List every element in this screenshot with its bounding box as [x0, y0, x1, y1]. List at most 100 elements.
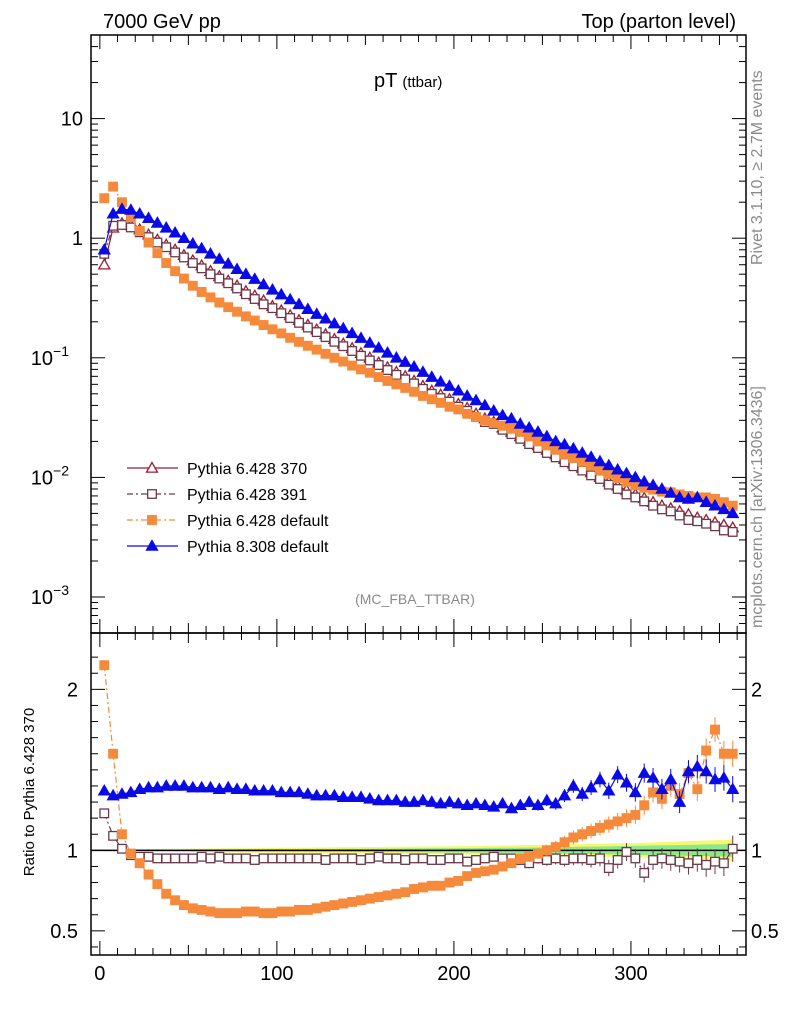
- ratio-data-point: [718, 748, 729, 759]
- ratio-data-point: [294, 904, 304, 915]
- ratio-data-point: [672, 795, 687, 807]
- main-data-point: [434, 374, 448, 387]
- ratio-data-point: [391, 853, 402, 864]
- ratio-data-point: [407, 795, 421, 807]
- ratio-data-point: [329, 853, 340, 864]
- main-data-point: [540, 429, 554, 442]
- main-y-tick-label: 10−2: [31, 462, 69, 489]
- ratio-data-point: [133, 782, 147, 794]
- ratio-data-point: [586, 826, 597, 836]
- ratio-data-point: [152, 853, 163, 864]
- main-data-point: [214, 297, 225, 308]
- main-data-point: [285, 313, 296, 323]
- ratio-data-point: [612, 855, 623, 865]
- ratio-data-point: [364, 853, 375, 864]
- ratio-data-point: [575, 787, 589, 799]
- main-data-point: [320, 348, 331, 359]
- main-data-point: [276, 328, 287, 339]
- ratio-data-point: [488, 864, 499, 875]
- ratio-data-point: [186, 780, 200, 793]
- main-data-point: [407, 360, 421, 372]
- main-data-point: [442, 379, 457, 391]
- ratio-data-point: [595, 853, 605, 864]
- ratio-data-point: [232, 908, 242, 919]
- ratio-panel: 0.5 0.5 1 1 2 2 0 100 200 300 Ratio to Pythia 6.4…: [21, 632, 779, 985]
- main-data-point: [240, 289, 251, 300]
- main-data-point: [681, 492, 696, 504]
- main-data-point: [108, 181, 119, 192]
- ratio-data-point: [356, 855, 366, 865]
- ratio-data-point: [249, 906, 260, 917]
- main-title-main: pT: [374, 70, 397, 92]
- ratio-data-point: [524, 851, 535, 862]
- main-data-point: [656, 504, 667, 515]
- main-data-point: [416, 365, 430, 377]
- main-data-point: [311, 327, 322, 338]
- ratio-data-point: [214, 908, 225, 919]
- ratio-data-point: [471, 855, 481, 865]
- ratio-data-point: [320, 855, 331, 865]
- main-data-point: [708, 498, 722, 511]
- ratio-data-point: [726, 782, 740, 794]
- main-data-point: [444, 401, 455, 412]
- ratio-data-point: [391, 888, 402, 899]
- ratio-series: [97, 660, 740, 919]
- main-data-point: [347, 360, 358, 371]
- ratio-data-point: [223, 908, 234, 919]
- ratio-data-point: [710, 856, 720, 867]
- ratio-data-point: [630, 853, 641, 864]
- ratio-data-point: [603, 819, 614, 830]
- main-data-point: [232, 306, 242, 317]
- ratio-data-point: [533, 848, 543, 859]
- ratio-data-point: [690, 759, 704, 772]
- ratio-data-point: [99, 660, 110, 671]
- ratio-data-point: [541, 855, 552, 865]
- main-data-point: [621, 489, 632, 500]
- main-data-point: [239, 267, 253, 279]
- ratio-data-point: [451, 796, 465, 809]
- ratio-y-tick-label-right: 2: [751, 679, 762, 701]
- main-data-point: [170, 266, 181, 277]
- main-data-point: [240, 311, 251, 322]
- main-data-point: [223, 302, 234, 313]
- main-data-point: [373, 360, 384, 370]
- main-data-point: [196, 287, 207, 297]
- legend-label: Pythia 8.308 default: [187, 539, 329, 556]
- main-data-point: [380, 346, 395, 358]
- main-data-point: [628, 470, 642, 483]
- ratio-data-point: [230, 782, 244, 794]
- main-data-point: [373, 372, 384, 383]
- main-data-point: [718, 525, 729, 536]
- ratio-data-point: [550, 842, 561, 853]
- main-data-point: [249, 315, 260, 326]
- main-data-point: [664, 486, 678, 498]
- ratio-data-point: [628, 785, 642, 798]
- ratio-data-point: [364, 893, 375, 904]
- main-data-point: [320, 332, 331, 343]
- ratio-data-point: [453, 853, 464, 864]
- main-data-point: [611, 462, 625, 475]
- main-data-point: [186, 236, 200, 249]
- main-data-point: [460, 389, 474, 401]
- ratio-data-point: [435, 880, 446, 891]
- ratio-data-point: [426, 880, 437, 891]
- ratio-data-point: [655, 782, 669, 794]
- ratio-data-point: [398, 795, 412, 807]
- ratio-data-point: [646, 771, 660, 783]
- main-data-point: [389, 350, 403, 363]
- main-data-point: [602, 458, 616, 471]
- main-data-point: [417, 390, 428, 401]
- ratio-data-point: [302, 904, 313, 915]
- ratio-data-point: [301, 787, 315, 799]
- ratio-data-point: [595, 822, 605, 833]
- main-data-point: [99, 193, 110, 204]
- ratio-data-point: [568, 853, 579, 864]
- ratio-data-point: [603, 863, 614, 874]
- ratio-data-point: [168, 779, 182, 791]
- main-data-point: [327, 316, 342, 329]
- main-data-point: [701, 518, 712, 529]
- main-data-point: [133, 206, 147, 219]
- ratio-data-point: [497, 861, 508, 872]
- ratio-data-point: [639, 867, 650, 878]
- ratio-data-point: [426, 855, 437, 865]
